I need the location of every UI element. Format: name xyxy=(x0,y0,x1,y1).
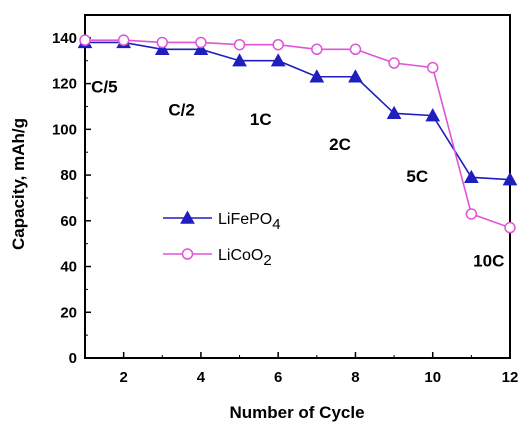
data-point-LiCoO2 xyxy=(389,58,399,68)
data-point-LiCoO2 xyxy=(428,63,438,73)
rate-label: 1C xyxy=(250,110,272,129)
rate-label: 5C xyxy=(406,167,428,186)
x-axis-title: Number of Cycle xyxy=(229,403,364,422)
legend-marker xyxy=(183,249,193,259)
data-point-LiCoO2 xyxy=(350,44,360,54)
x-tick-label: 8 xyxy=(351,369,359,386)
x-tick-label: 10 xyxy=(424,369,441,386)
rate-label: C/2 xyxy=(168,101,194,120)
data-point-LiCoO2 xyxy=(505,223,515,233)
rate-label: C/5 xyxy=(91,78,117,97)
y-tick-label: 60 xyxy=(60,213,77,230)
y-tick-label: 140 xyxy=(52,30,77,47)
x-tick-label: 2 xyxy=(119,369,127,386)
series-line-LiFePO4 xyxy=(85,42,510,179)
data-point-LiCoO2 xyxy=(157,37,167,47)
data-point-LiCoO2 xyxy=(312,44,322,54)
data-point-LiFePO4 xyxy=(465,171,478,183)
y-tick-label: 40 xyxy=(60,259,77,276)
series-LiFePO4 xyxy=(79,36,517,185)
data-point-LiCoO2 xyxy=(235,40,245,50)
data-point-LiCoO2 xyxy=(80,35,90,45)
y-tick-label: 0 xyxy=(69,350,77,367)
y-tick-label: 20 xyxy=(60,304,77,321)
plot-border xyxy=(85,15,510,358)
series-LiCoO2 xyxy=(80,35,515,233)
y-tick-label: 100 xyxy=(52,121,77,138)
x-tick-label: 6 xyxy=(274,369,282,386)
data-point-LiCoO2 xyxy=(273,40,283,50)
series-layer xyxy=(79,35,517,233)
legend: LiFePO4 LiCoO2 xyxy=(163,211,281,269)
y-axis-title: Capacity, mAh/g xyxy=(9,118,28,250)
data-point-LiCoO2 xyxy=(466,209,476,219)
y-tick-label: 120 xyxy=(52,76,77,93)
legend-label: LiFePO4 xyxy=(218,211,281,233)
legend-item-LiFePO4: LiFePO4 xyxy=(163,211,281,233)
legend-label: LiCoO2 xyxy=(218,247,272,269)
rate-label: 2C xyxy=(329,135,351,154)
data-point-LiCoO2 xyxy=(119,35,129,45)
x-tick-label: 4 xyxy=(197,369,206,386)
plot-frame xyxy=(85,15,510,358)
data-point-LiCoO2 xyxy=(196,37,206,47)
legend-item-LiCoO2: LiCoO2 xyxy=(163,247,272,269)
y-tick-label: 80 xyxy=(60,167,77,184)
x-tick-label: 12 xyxy=(502,369,519,386)
rate-label: 10C xyxy=(473,252,504,271)
